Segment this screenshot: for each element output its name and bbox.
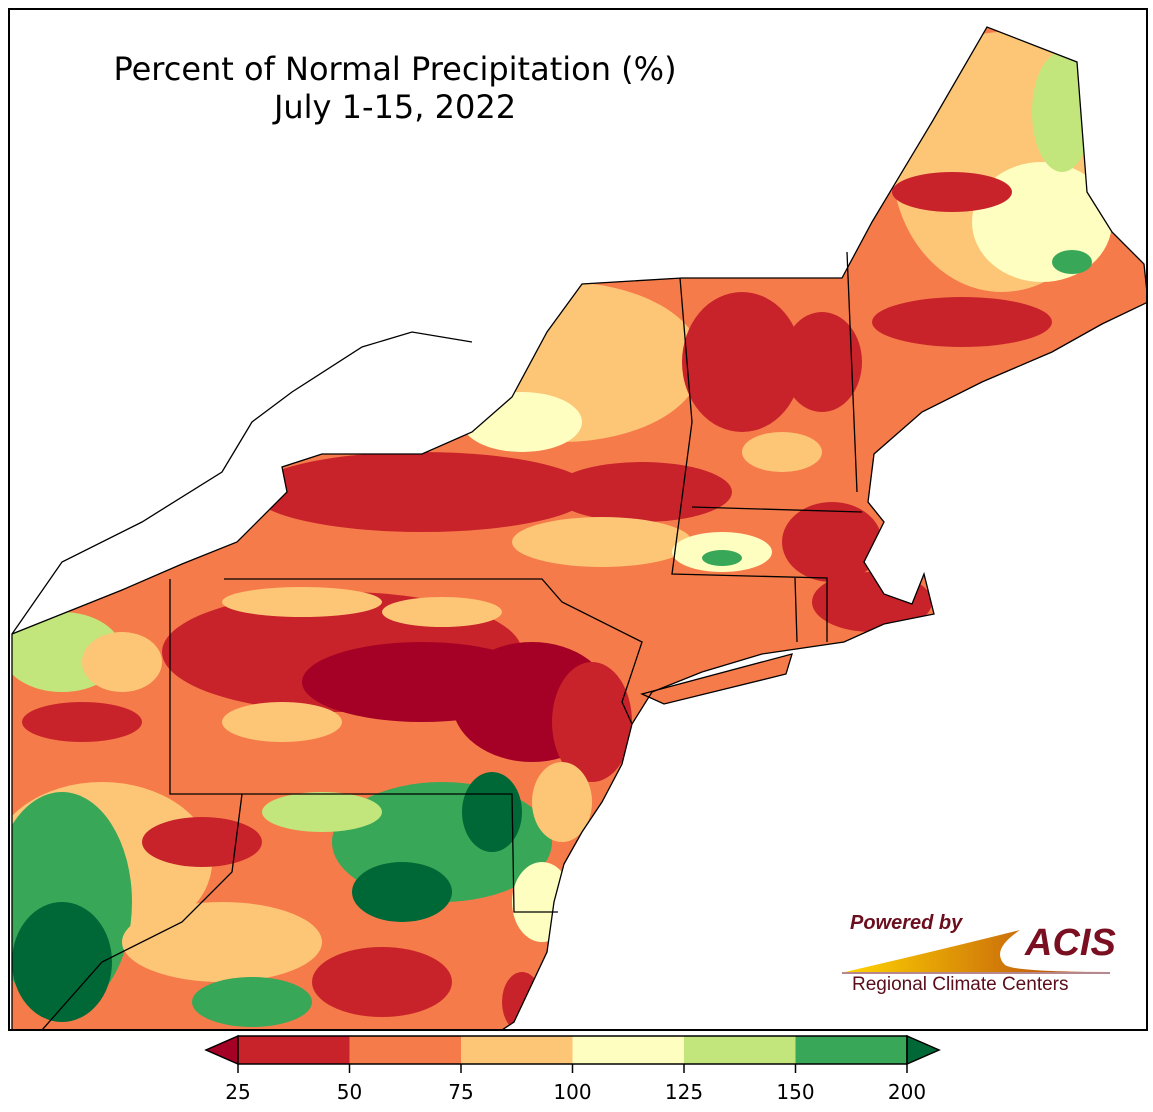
rcc-text: Regional Climate Centers — [852, 974, 1069, 995]
colorbar-bin — [795, 1036, 907, 1064]
map-title: Percent of Normal Precipitation (%) — [113, 50, 677, 88]
colorbar-bin — [684, 1036, 796, 1064]
precipitation-map — [11, 26, 1146, 1029]
colorbar-bin — [572, 1036, 684, 1064]
swoosh-icon — [842, 930, 1110, 974]
map-subtitle: July 1-15, 2022 — [273, 88, 517, 126]
acis-text: ACIS — [1025, 922, 1116, 964]
colorbar — [204, 1034, 941, 1073]
colorbar-tick-label: 150 — [776, 1080, 815, 1104]
map-frame: Percent of Normal Precipitation (%) July… — [8, 8, 1148, 1031]
colorbar-tick-label: 25 — [225, 1080, 251, 1104]
colorbar-tick-label: 125 — [664, 1080, 704, 1104]
colorbar-under-arrow — [204, 1034, 239, 1066]
colorbar-tick-label: 75 — [448, 1080, 474, 1104]
colorbar-bin — [461, 1036, 573, 1064]
colorbar-tick-label: 200 — [887, 1080, 927, 1104]
colorbar-tick-label: 50 — [336, 1080, 363, 1104]
colorbar-bin — [238, 1036, 350, 1064]
colorbar-tick-label: 100 — [553, 1080, 592, 1104]
colorbar-bin — [349, 1036, 461, 1064]
powered-by-text: Powered by — [850, 912, 963, 934]
boundaries — [11, 26, 1146, 1029]
precip-shading — [12, 27, 1146, 1029]
acis-logo: Powered by ACIS Regional Climate Centers — [840, 910, 1130, 1005]
colorbar-over-arrow — [906, 1034, 941, 1066]
